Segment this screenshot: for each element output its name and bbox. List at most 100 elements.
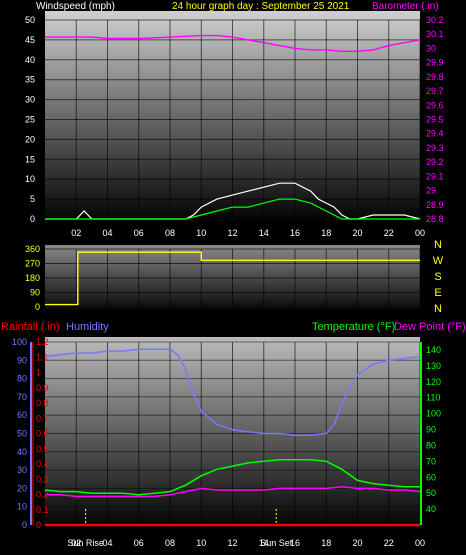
humidity-tick-label: 70 — [17, 392, 27, 402]
barometer-axis-title: Barometer (.in) — [372, 1, 439, 12]
x-tick-label-bottom: 20 — [352, 538, 362, 548]
temp-tick-label: 120 — [426, 377, 441, 387]
rain-tick-label: 0.4 — [36, 459, 49, 469]
series-line-wind-average — [45, 198, 420, 220]
wind-tick-label: 50 — [25, 15, 35, 25]
x-tick-label-bottom: 14 — [259, 538, 269, 548]
wind-tick-label: 20 — [25, 134, 35, 144]
temp-tick-label: 70 — [426, 456, 436, 466]
compass-label: S — [434, 271, 441, 283]
baro-tick-label: 29 — [426, 186, 436, 196]
humidity-tick-label: 40 — [17, 447, 27, 457]
humidity-tick-label: 80 — [17, 374, 27, 384]
sunset-label: Sun Set — [260, 538, 293, 548]
humidity-axis-title: Humidity — [66, 321, 109, 333]
temperature-axis-title: Temperature (°F) — [312, 321, 395, 333]
wind-tick-label: 25 — [25, 115, 35, 125]
x-tick-label-top: 00 — [415, 228, 425, 238]
wind-tick-label: 0 — [30, 214, 35, 224]
rain-tick-label: 0.3 — [36, 474, 49, 484]
data-series — [44, 34, 421, 527]
sunrise-label: Sun Rise — [67, 538, 104, 548]
compass-label: W — [433, 255, 444, 267]
wind-tick-label: 35 — [25, 75, 35, 85]
humidity-tick-label: 100 — [12, 337, 27, 347]
temp-tick-label: 100 — [426, 409, 441, 419]
rain-tick-label: 0.8 — [36, 398, 49, 408]
dewpoint-axis-title: Dew Point (°F) — [394, 321, 466, 333]
wind-tick-label: 45 — [25, 35, 35, 45]
x-tick-label-top: 04 — [102, 228, 112, 238]
direction-tick-label: 360 — [25, 244, 40, 254]
temp-tick-label: 80 — [426, 440, 436, 450]
direction-tick-label: 0 — [35, 302, 40, 312]
x-tick-label-top: 22 — [384, 228, 394, 238]
sun-markers: Sun Rise Sun Set — [67, 509, 293, 548]
humidity-tick-label: 30 — [17, 465, 27, 475]
temp-tick-label: 90 — [426, 425, 436, 435]
x-tick-label-bottom: 18 — [321, 538, 331, 548]
temp-tick-label: 50 — [426, 488, 436, 498]
baro-tick-label: 29.3 — [426, 143, 444, 153]
series-line-dewpoint — [45, 486, 421, 498]
axis-ticks: 0202040406060808101012121414161618182020… — [12, 15, 444, 548]
baro-tick-label: 29.5 — [426, 115, 444, 125]
temp-tick-label: 140 — [426, 345, 441, 355]
wind-tick-label: 30 — [25, 95, 35, 105]
humidity-tick-label: 60 — [17, 410, 27, 420]
humidity-tick-label: 20 — [17, 483, 27, 493]
rain-tick-label: 0.6 — [36, 429, 49, 439]
humidity-tick-label: 50 — [17, 429, 27, 439]
x-tick-label-top: 08 — [165, 228, 175, 238]
baro-tick-label: 30.2 — [426, 15, 444, 25]
x-tick-label-top: 02 — [71, 228, 81, 238]
wind-tick-label: 5 — [30, 194, 35, 204]
x-tick-label-bottom: 22 — [384, 538, 394, 548]
graph-date-title: 24 hour graph day : September 25 2021 — [172, 1, 350, 12]
direction-tick-label: 180 — [25, 273, 40, 283]
x-tick-label-top: 06 — [134, 228, 144, 238]
x-tick-label-bottom: 12 — [227, 538, 237, 548]
humidity-tick-label: 0 — [22, 520, 27, 530]
baro-tick-label: 29.6 — [426, 100, 444, 110]
rain-tick-label: 1.1 — [36, 352, 49, 362]
rain-tick-label: 0 — [36, 520, 41, 530]
baro-tick-label: 28.9 — [426, 200, 444, 210]
rainfall-axis-title: Rainfall (.in) — [1, 321, 60, 333]
x-tick-label-bottom: 02 — [71, 538, 81, 548]
rain-tick-label: 0.2 — [36, 490, 49, 500]
temp-tick-label: 60 — [426, 472, 436, 482]
baro-tick-label: 28.8 — [426, 214, 444, 224]
x-tick-label-top: 16 — [290, 228, 300, 238]
rain-tick-label: 0.7 — [36, 413, 49, 423]
baro-tick-label: 29.4 — [426, 129, 444, 139]
x-tick-label-top: 14 — [259, 228, 269, 238]
temp-tick-label: 40 — [426, 504, 436, 514]
series-line-barometer — [45, 34, 421, 52]
x-tick-label-bottom: 10 — [196, 538, 206, 548]
temp-tick-label: 130 — [426, 361, 441, 371]
wind-tick-label: 40 — [25, 55, 35, 65]
baro-tick-label: 29.8 — [426, 72, 444, 82]
rain-tick-label: 1 — [36, 368, 41, 378]
direction-tick-label: 270 — [25, 259, 40, 269]
x-tick-label-top: 18 — [321, 228, 331, 238]
x-tick-label-bottom: 06 — [134, 538, 144, 548]
wind-tick-label: 15 — [25, 154, 35, 164]
baro-tick-label: 30.1 — [426, 29, 444, 39]
temp-tick-label: 110 — [426, 393, 440, 403]
compass-label: E — [434, 287, 441, 299]
rain-tick-label: 0.1 — [36, 505, 49, 515]
x-tick-label-bottom: 16 — [290, 538, 300, 548]
x-tick-label-top: 10 — [196, 228, 206, 238]
direction-tick-label: 90 — [30, 288, 40, 298]
rain-tick-label: 0.5 — [36, 444, 49, 454]
rain-tick-label: 0.9 — [36, 383, 49, 393]
baro-tick-label: 29.7 — [426, 86, 444, 96]
x-tick-label-bottom: 04 — [102, 538, 112, 548]
baro-tick-label: 29.2 — [426, 157, 444, 167]
series-line-humidity — [44, 348, 421, 437]
baro-tick-label: 30 — [426, 43, 436, 53]
